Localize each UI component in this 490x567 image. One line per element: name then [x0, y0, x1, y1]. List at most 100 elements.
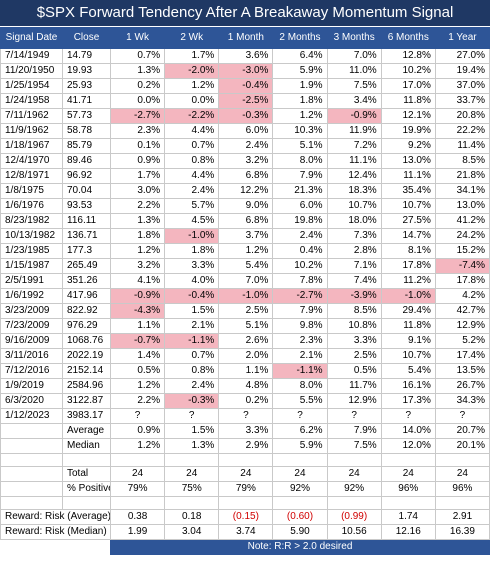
cell: 6.2% [272, 423, 328, 439]
cell: 11.8% [380, 93, 436, 109]
cell: 9.0% [218, 198, 274, 214]
cell: -3.0% [218, 63, 274, 79]
cell: -1.0% [380, 288, 436, 304]
close-cell: 2022.19 [62, 348, 111, 364]
cell: -0.3% [164, 393, 220, 409]
empty-cell [272, 453, 328, 467]
cell: ? [109, 408, 166, 424]
close-cell: 976.29 [62, 318, 111, 334]
cell: 7.9% [272, 168, 328, 184]
cell: 1.2% [109, 378, 166, 394]
empty-cell [0, 453, 63, 467]
close-cell: 14.79 [62, 48, 111, 64]
cell: 24 [380, 466, 436, 482]
cell: 12.9% [326, 393, 382, 409]
cell: 24.2% [434, 228, 490, 244]
cell: 2.8% [326, 243, 382, 259]
cell: 1.99 [109, 524, 166, 540]
cell: 2.5% [326, 348, 382, 364]
cell: 1.74 [380, 509, 436, 525]
close-cell: 41.71 [62, 93, 111, 109]
date-cell: 8/23/1982 [0, 213, 63, 229]
data-row: 1/6/1992 417.96 -0.9% -0.4% -1.0% -2.7% -3.9% -… [0, 288, 490, 304]
table: Signal Date Close 1 Wk 2 Wk 1 Month 2 Months 3… [0, 27, 490, 555]
cell: 7.9% [272, 303, 328, 319]
cell: 0.38 [109, 509, 166, 525]
cell: 12.16 [380, 524, 436, 540]
row-label: Average [62, 423, 111, 439]
date-cell: 1/12/2023 [0, 408, 63, 424]
data-row: 1/18/1967 85.79 0.1% 0.7% 2.4% 5.1% 7.2% 9.2% 11… [0, 138, 490, 154]
date-cell: 1/9/2019 [0, 378, 63, 394]
cell: 20.7% [434, 423, 490, 439]
cell: 10.7% [380, 198, 436, 214]
cell: 7.0% [218, 273, 274, 289]
cell: 2.4% [164, 183, 220, 199]
cell: 92% [326, 481, 382, 497]
cell: 34.1% [434, 183, 490, 199]
close-cell: 58.78 [62, 123, 111, 139]
cell: 10.8% [326, 318, 382, 334]
cell: ? [218, 408, 274, 424]
empty-cell [1, 540, 111, 555]
data-row: 2/5/1991 351.26 4.1% 4.0% 7.0% 7.8% 7.4% 11.2% 1… [0, 273, 490, 289]
spacer-row [0, 496, 490, 510]
cell: -2.7% [109, 108, 166, 124]
empty-cell [218, 453, 274, 467]
cell: 11.7% [326, 378, 382, 394]
cell: 1.8% [109, 228, 166, 244]
cell: 96% [434, 481, 490, 497]
cell: 19.4% [434, 63, 490, 79]
cell: 0.4% [272, 243, 328, 259]
cell: 0.2% [109, 78, 166, 94]
cell: 7.4% [326, 273, 382, 289]
data-row: 1/23/1985 177.3 1.2% 1.8% 1.2% 0.4% 2.8% 8.1% 15… [0, 243, 490, 259]
column-header: 3 Months [326, 27, 382, 49]
data-row: 9/16/2009 1068.76 -0.7% -1.1% 2.6% 2.3% 3.3% 9.… [0, 333, 490, 349]
cell: 92% [272, 481, 328, 497]
date-cell: 2/5/1991 [0, 273, 63, 289]
close-cell: 85.79 [62, 138, 111, 154]
date-cell: 7/12/2016 [0, 363, 63, 379]
cell: 14.7% [380, 228, 436, 244]
cell: -4.3% [109, 303, 166, 319]
cell: 1.2% [109, 243, 166, 259]
cell: 4.4% [164, 168, 220, 184]
cell: 19.8% [272, 213, 328, 229]
column-header: 1 Month [218, 27, 274, 49]
cell: 7.5% [326, 78, 382, 94]
cell: 6.0% [272, 198, 328, 214]
cell: 9.2% [380, 138, 436, 154]
cell: 3.7% [218, 228, 274, 244]
cell: 17.8% [380, 258, 436, 274]
data-row: 1/25/1954 25.93 0.2% 1.2% -0.4% 1.9% 7.5% 17.0%… [0, 78, 490, 94]
date-cell: 1/25/1954 [0, 78, 63, 94]
cell: -3.9% [326, 288, 382, 304]
cell: 0.8% [164, 363, 220, 379]
cell: ? [380, 408, 436, 424]
cell: 20.1% [434, 438, 490, 454]
cell: 24 [218, 466, 274, 482]
cell: 1.3% [109, 213, 166, 229]
cell: 7.9% [326, 423, 382, 439]
cell: 1.1% [109, 318, 166, 334]
row-label: % Positive [62, 481, 111, 497]
date-cell: 1/18/1967 [0, 138, 63, 154]
column-header: 2 Wk [164, 27, 220, 49]
stats-row: Average 0.9% 1.5% 3.3% 6.2% 7.9% 14.0% 20.7% [0, 423, 490, 439]
cell: 4.4% [164, 123, 220, 139]
cell: 12.2% [218, 183, 274, 199]
cell: 16.1% [380, 378, 436, 394]
cell: 27.5% [380, 213, 436, 229]
reward-risk-row: Reward: Risk (Median) 1.99 3.04 3.74 5.90 10.… [0, 524, 490, 540]
date-cell: 12/4/1970 [0, 153, 63, 169]
cell: 1.7% [109, 168, 166, 184]
cell: 1.1% [218, 363, 274, 379]
page: $SPX Forward Tendency After A Breakaway … [0, 0, 490, 555]
cell: 24 [164, 466, 220, 482]
cell: 12.8% [380, 48, 436, 64]
cell: 17.3% [380, 393, 436, 409]
cell: 3.3% [218, 423, 274, 439]
close-cell: 265.49 [62, 258, 111, 274]
cell: 0.5% [109, 363, 166, 379]
